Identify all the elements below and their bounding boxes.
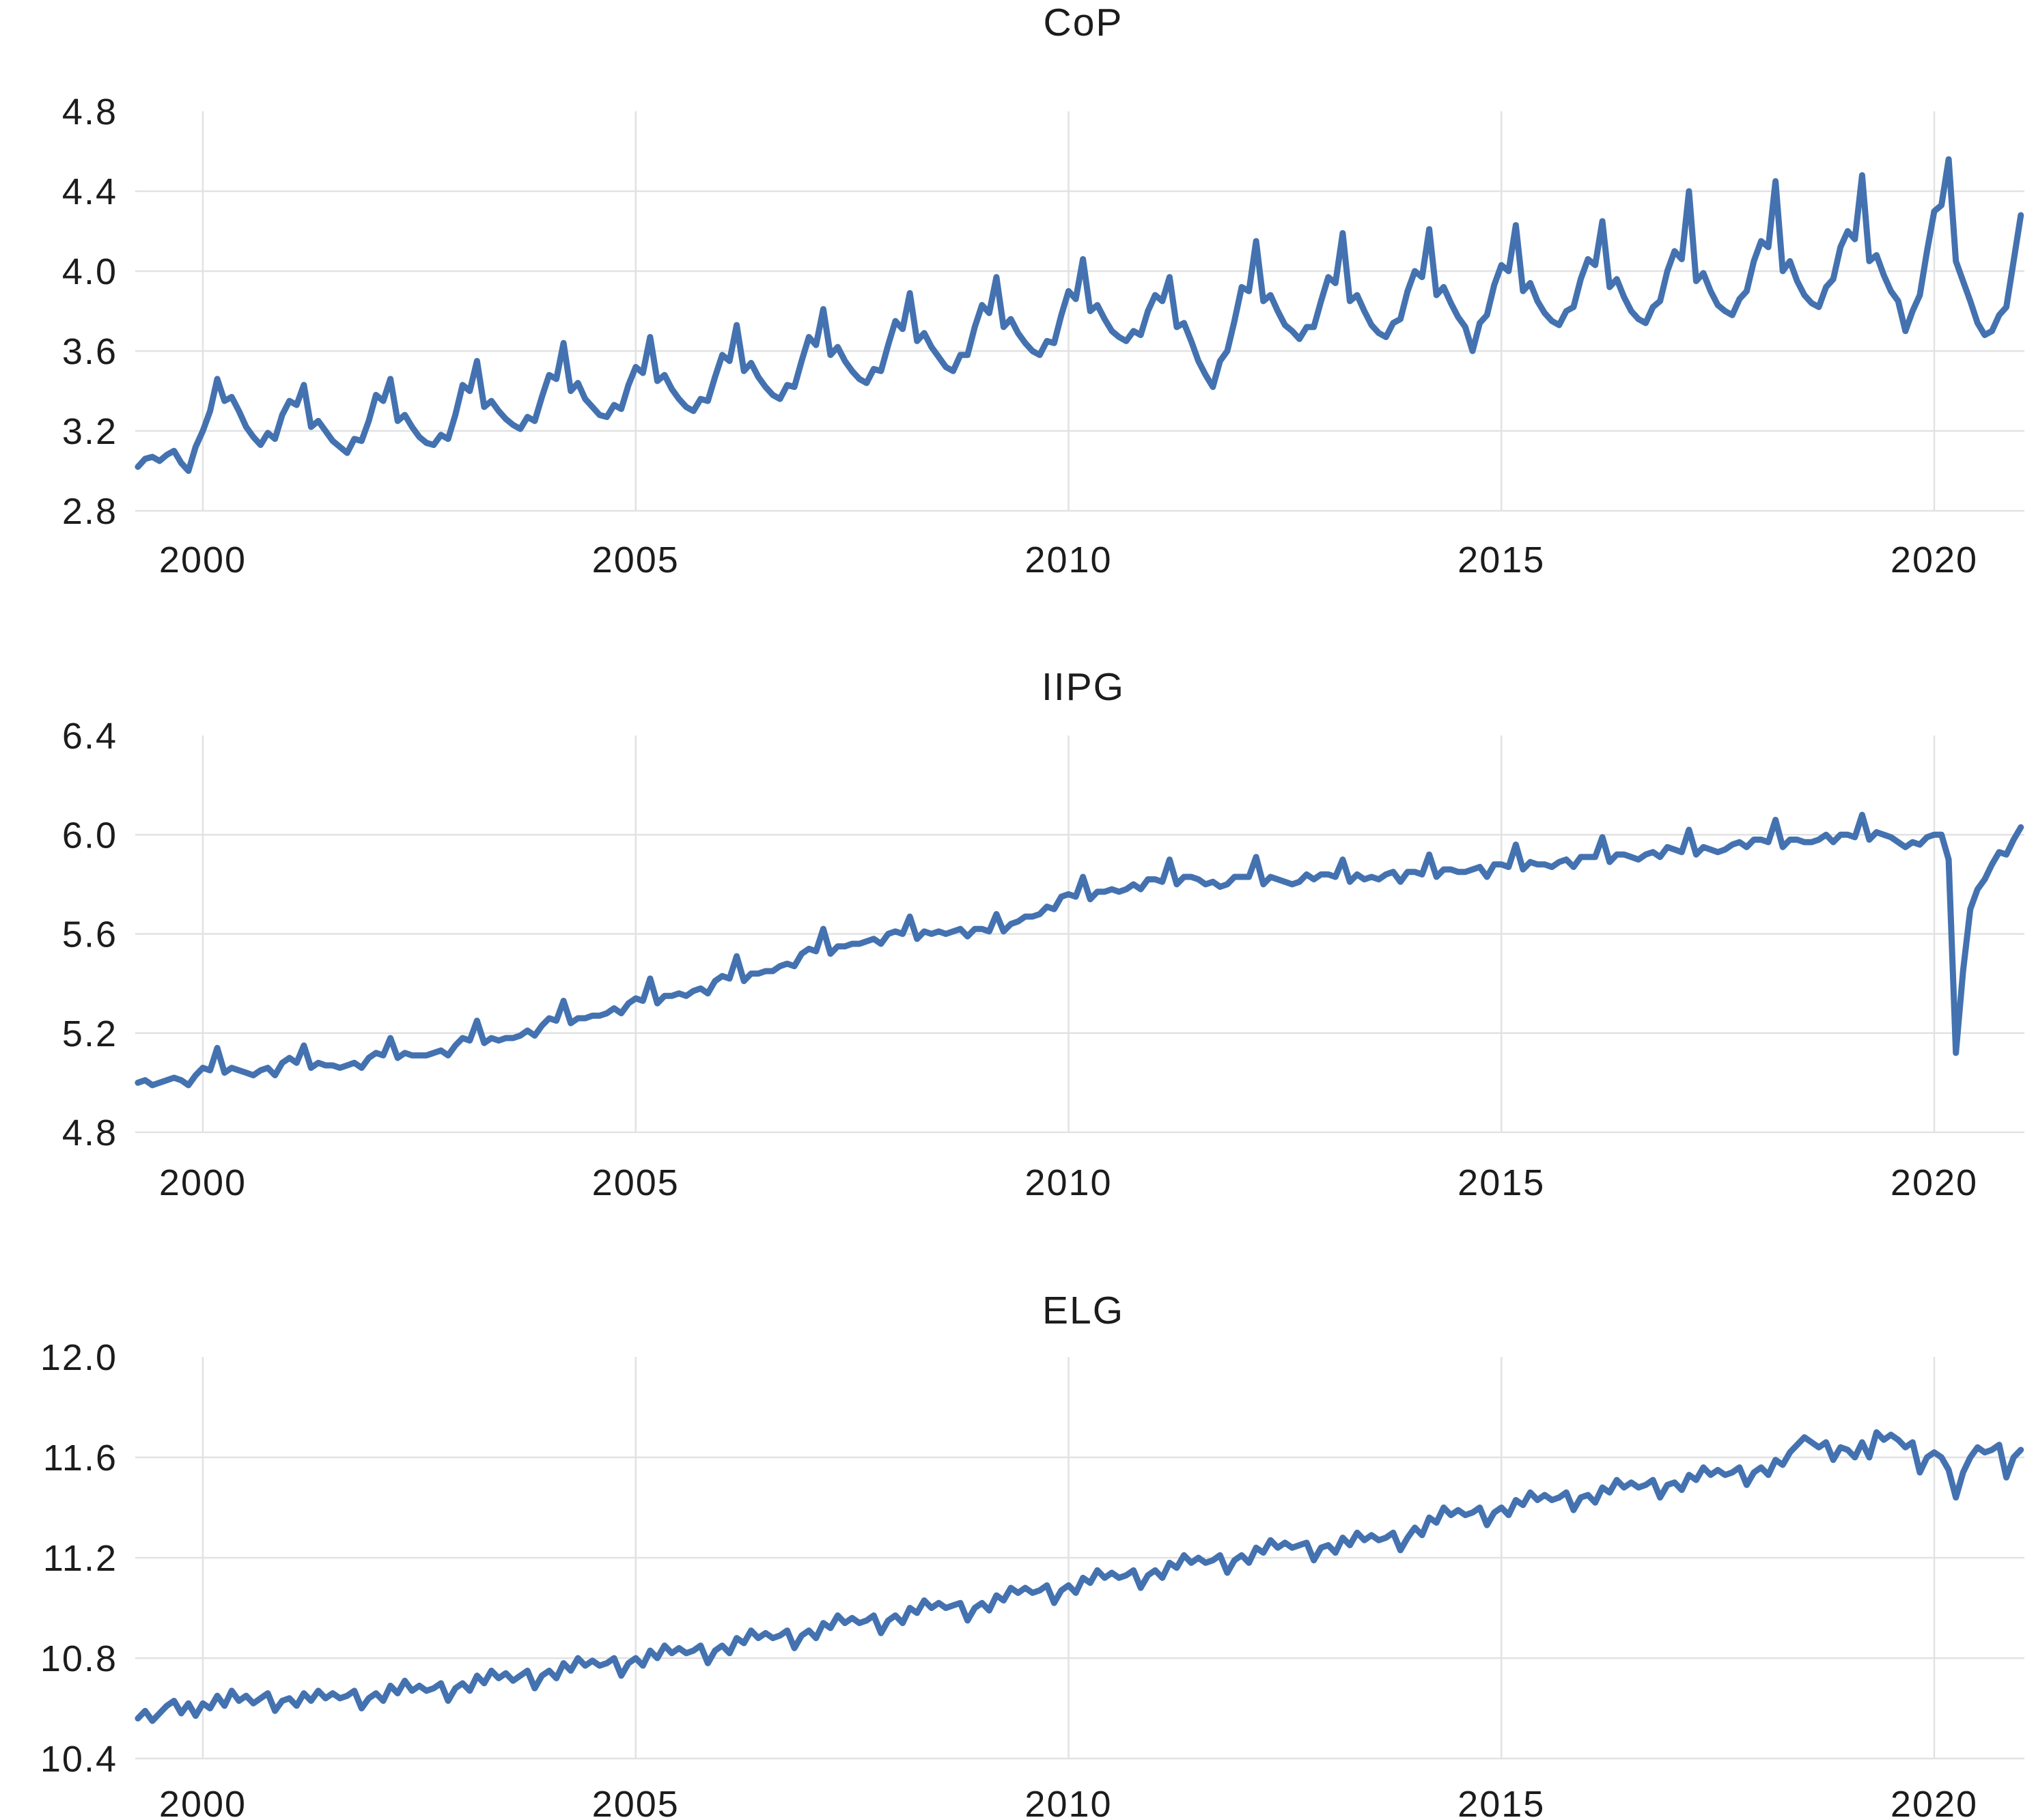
y-tick-label: 6.4 xyxy=(62,716,117,757)
chart-title-elg: ELG xyxy=(1042,1289,1124,1332)
iipg-series-line xyxy=(135,811,2024,1089)
cop-series-line xyxy=(135,156,2024,474)
x-tick-label: 2020 xyxy=(1891,1784,1978,1820)
x-tick-label: 2000 xyxy=(159,1162,247,1203)
x-tick-label: 2020 xyxy=(1891,1162,1978,1203)
x-tick-label: 2015 xyxy=(1458,1784,1545,1820)
x-tick-label: 2010 xyxy=(1024,540,1112,580)
x-tick-label: 2005 xyxy=(592,1784,680,1820)
y-tick-label: 6.0 xyxy=(62,815,117,856)
x-tick-label: 2020 xyxy=(1891,540,1978,580)
y-tick-label: 4.8 xyxy=(62,92,117,132)
cop-gridlines xyxy=(135,111,2024,512)
iipg-axis-tick-labels: 4.8 5.2 5.6 6.0 6.4 2000 2005 2010 2015 2020 xyxy=(62,716,1978,1203)
x-tick-label: 2000 xyxy=(159,1784,247,1820)
x-tick-label: 2010 xyxy=(1024,1784,1112,1820)
y-tick-label: 12.0 xyxy=(40,1337,117,1378)
x-tick-label: 2005 xyxy=(592,540,680,580)
y-tick-label: 10.4 xyxy=(40,1739,117,1780)
y-tick-label: 5.6 xyxy=(62,914,117,955)
x-tick-label: 2010 xyxy=(1024,1162,1112,1203)
panel-elg: ELG 10.4 10.8 11.2 11.6 12.0 2000 2005 2010 2015… xyxy=(40,1289,2024,1820)
y-tick-label: 3.6 xyxy=(62,331,117,372)
x-tick-label: 2015 xyxy=(1458,540,1545,580)
x-tick-label: 2015 xyxy=(1458,1162,1545,1203)
elg-axis-tick-labels: 10.4 10.8 11.2 11.6 12.0 2000 2005 2010 2015 2020 xyxy=(40,1337,1978,1820)
y-tick-label: 10.8 xyxy=(40,1638,117,1679)
cop-axis-tick-labels: 2.8 3.2 3.6 4.0 4.4 4.8 2000 2005 2010 2015 2020 xyxy=(62,92,1978,580)
elg-gridlines xyxy=(135,1357,2024,1760)
y-tick-label: 3.2 xyxy=(62,411,117,452)
x-tick-label: 2000 xyxy=(159,540,247,580)
elg-series-line xyxy=(135,1429,2024,1724)
iipg-gridlines xyxy=(135,736,2024,1134)
y-tick-label: 4.4 xyxy=(62,171,117,212)
x-tick-label: 2005 xyxy=(592,1162,680,1203)
y-tick-label: 4.8 xyxy=(62,1112,117,1153)
panel-cop: CoP 2.8 3.2 3.6 4.0 4.4 4.8 2000 2005 2010 2015 20… xyxy=(62,1,2024,580)
panel-iipg: IIPG 4.8 5.2 5.6 6.0 6.4 2000 2005 2010 2015 2020 xyxy=(62,665,2024,1203)
y-tick-label: 11.6 xyxy=(43,1438,117,1479)
y-tick-label: 2.8 xyxy=(62,491,117,532)
y-tick-label: 11.2 xyxy=(43,1538,117,1579)
y-tick-label: 4.0 xyxy=(62,251,117,292)
chart-title-iipg: IIPG xyxy=(1042,665,1125,709)
chart-title-cop: CoP xyxy=(1044,1,1124,44)
y-tick-label: 5.2 xyxy=(62,1013,117,1054)
